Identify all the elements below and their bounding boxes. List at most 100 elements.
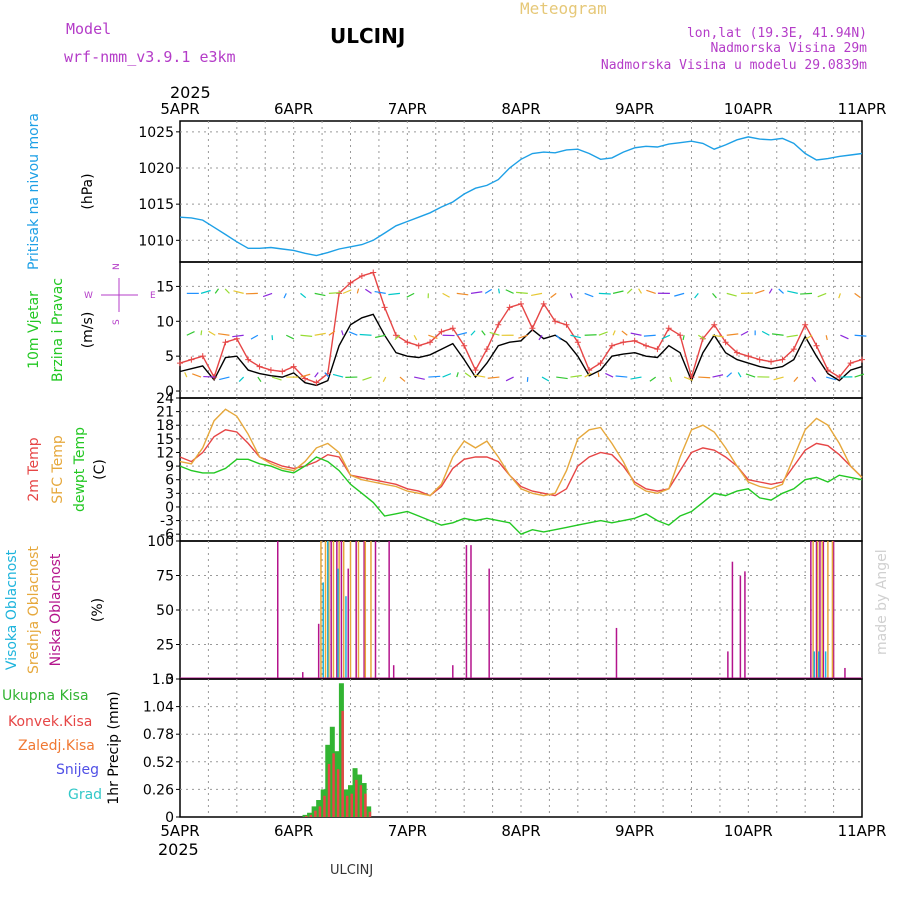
wind-arrow (616, 376, 628, 377)
legend-zaledj: Zaledj.Kisa (18, 738, 95, 754)
wind-arrow (516, 292, 528, 293)
bar-konvek-kisa (351, 794, 354, 817)
wind-arrow (631, 333, 642, 335)
wind-arrow (570, 293, 572, 298)
wind-arrow (375, 335, 386, 337)
y-axis-label: Srednja Oblacnost (26, 546, 42, 674)
panel-frame (180, 121, 862, 262)
model-label: Model (66, 20, 111, 38)
wind-arrow (644, 335, 656, 336)
time-label-top: 10APR (724, 100, 773, 118)
compass-n: N (112, 263, 122, 270)
model-elevation: Nadmorska Visina u modelu 29.0839m (601, 58, 867, 73)
wind-arrow (779, 289, 784, 293)
wind-arrow (787, 335, 798, 337)
wind-arrow (713, 293, 717, 298)
bar-niska (277, 541, 279, 679)
bar-konvek-kisa (305, 816, 308, 817)
bar-konvek-kisa (346, 796, 349, 817)
legend-konvek: Konvek.Kisa (8, 714, 92, 730)
wind-arrow (812, 377, 816, 382)
bar-konvek-kisa (369, 812, 372, 817)
y-axis-label: Niska Oblacnost (48, 553, 64, 666)
panel-frame (180, 679, 862, 817)
wind-arrow (741, 331, 748, 335)
wind-arrow (263, 293, 272, 296)
bar-visoka (814, 651, 816, 679)
wind-arrow (300, 293, 305, 297)
gust-marker (529, 325, 535, 331)
wind-arrow (772, 334, 784, 335)
wind-arrow (769, 289, 772, 294)
gust-marker (757, 357, 763, 363)
wind-arrow (482, 331, 486, 336)
y-tick-label: 0.78 (143, 727, 174, 743)
bar-visoka (322, 582, 324, 679)
wind-arrow (506, 290, 514, 294)
bar-niska (388, 541, 390, 679)
wind-arrow (840, 335, 848, 339)
wind-arrow (185, 372, 187, 377)
bar-visoka (337, 569, 339, 679)
gust-marker (620, 339, 626, 345)
wind-arrow (315, 293, 326, 295)
time-label-top: 11APR (838, 100, 887, 118)
y-tick-label: 10 (156, 314, 174, 330)
y-tick-label: 1010 (138, 233, 174, 249)
wind-arrow (443, 293, 450, 297)
wind-arrow (465, 373, 471, 377)
wind-arrow (201, 290, 211, 293)
time-label-top: 6APR (274, 100, 313, 118)
gust-marker (859, 357, 865, 363)
wind-arrow (506, 377, 514, 381)
bar-srednja (365, 541, 367, 679)
wind-arrow (232, 335, 243, 336)
legend-grad: Grad (68, 787, 102, 803)
credit-watermark: made by Angel (874, 549, 890, 655)
wind-arrow (203, 377, 215, 378)
bar-niska (375, 541, 377, 679)
bar-niska (341, 541, 343, 679)
wind-arrow (774, 377, 784, 380)
bar-srednja (320, 541, 322, 679)
compass-w: W (84, 291, 93, 301)
bar-niska (744, 571, 746, 679)
bar-konvek-kisa (328, 764, 331, 817)
chart-title: Meteogram (520, 0, 607, 18)
y-axis-label: dewpt Temp (72, 427, 88, 512)
bar-niska (355, 541, 357, 679)
bar-niska (393, 665, 395, 679)
wind-arrow (457, 372, 458, 377)
gust-marker (518, 301, 524, 307)
bar-srednja (350, 541, 352, 679)
wind-arrow (300, 335, 312, 336)
y-axis-label: Brzina i Pravac (50, 278, 66, 382)
gust-marker (188, 357, 194, 363)
wind-arrow (755, 290, 764, 293)
precip-legend: Ukupna Kisa Konvek.Kisa Zaledj.Kisa Snij… (2, 688, 102, 803)
gust-marker (416, 343, 422, 349)
wind-arrow (258, 377, 261, 382)
time-label-top: 9APR (615, 100, 654, 118)
wind-arrow (499, 289, 500, 294)
bar-konvek-kisa (364, 794, 367, 817)
gust-marker (802, 322, 808, 328)
y-tick-label: 6 (165, 473, 174, 489)
y-tick-label: 1025 (138, 125, 174, 141)
wind-arrow (428, 376, 440, 377)
time-label-top: 5APR (160, 100, 199, 118)
wind-arrow (683, 335, 684, 340)
lonlat: lon,lat (19.3E, 41.94N) (687, 26, 867, 41)
wind-arrow (488, 377, 500, 378)
wind-arrow (531, 293, 542, 295)
y-axis-label: (%) (90, 598, 106, 622)
wind-arrow (471, 331, 475, 336)
wind-arrow (192, 374, 201, 377)
time-label-bottom: 7APR (388, 822, 427, 840)
wind-arrow (284, 293, 286, 298)
wind-arrow (471, 292, 482, 294)
bar-niska (616, 628, 618, 679)
wind-arrow (388, 293, 400, 294)
